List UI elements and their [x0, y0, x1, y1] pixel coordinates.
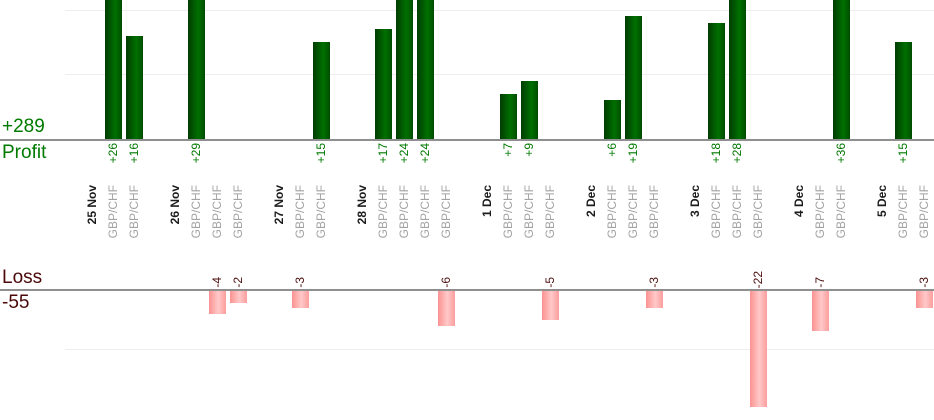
loss-bar: [542, 291, 559, 320]
instrument-label: GBP/CHF: [647, 185, 661, 239]
date-label: 1 Dec: [480, 185, 494, 218]
profit-bar: [729, 0, 746, 139]
loss-value-label: -3: [647, 277, 661, 288]
profit-bar: [105, 0, 122, 139]
loss-axis-line: [0, 289, 934, 291]
profit-bar: [604, 100, 621, 139]
loss-bars-area: [0, 291, 934, 407]
instrument-label: GBP/CHF: [626, 185, 640, 239]
profit-value-label: +7: [501, 143, 515, 157]
loss-gridline-minus10: [65, 349, 934, 350]
date-label: 25 Nov: [85, 185, 99, 225]
loss-bar: [750, 291, 767, 407]
date-label: 2 Dec: [584, 185, 598, 218]
loss-bar: [812, 291, 829, 331]
date-label: 26 Nov: [168, 185, 182, 225]
loss-value-label: -22: [751, 270, 765, 288]
instrument-label: GBP/CHF: [106, 185, 120, 239]
profit-value-label: +24: [397, 143, 411, 164]
date-label: 3 Dec: [688, 185, 702, 218]
profit-value-label: +16: [127, 143, 141, 164]
profit-bars-area: [0, 0, 934, 139]
date-label: 28 Nov: [355, 185, 369, 225]
profit-value-label: +6: [605, 143, 619, 157]
loss-value-label: -3: [293, 277, 307, 288]
profit-value-label: +15: [314, 143, 328, 164]
profit-value-label: +24: [418, 143, 432, 164]
profit-value-label: +9: [522, 143, 536, 157]
profit-axis-title: Profit: [2, 142, 47, 163]
profit-value-label: +19: [626, 143, 640, 164]
profit-bar: [833, 0, 850, 139]
loss-value-label: -6: [439, 277, 453, 288]
loss-axis-title: Loss: [2, 267, 43, 288]
date-label: 4 Dec: [792, 185, 806, 218]
profit-value-label: +15: [896, 143, 910, 164]
instrument-label: GBP/CHF: [418, 185, 432, 239]
loss-bar: [209, 291, 226, 314]
instrument-label: GBP/CHF: [127, 185, 141, 239]
loss-value-label: -2: [231, 277, 245, 288]
instrument-label: GBP/CHF: [917, 185, 931, 239]
instrument-label: GBP/CHF: [543, 185, 557, 239]
profit-value-label: +18: [709, 143, 723, 164]
loss-bar: [646, 291, 663, 308]
profit-value-label: +29: [189, 143, 203, 164]
instrument-label: GBP/CHF: [605, 185, 619, 239]
profit-bar: [895, 42, 912, 139]
instrument-label: GBP/CHF: [813, 185, 827, 239]
instrument-label: GBP/CHF: [709, 185, 723, 239]
profit-axis-line: [0, 139, 934, 141]
profit-value-label: +36: [834, 143, 848, 164]
instrument-label: GBP/CHF: [293, 185, 307, 239]
profit-value-label: +26: [106, 143, 120, 164]
instrument-label: GBP/CHF: [376, 185, 390, 239]
instrument-label: GBP/CHF: [231, 185, 245, 239]
instrument-label: GBP/CHF: [314, 185, 328, 239]
profit-bar: [396, 0, 413, 139]
instrument-label: GBP/CHF: [397, 185, 411, 239]
loss-value-label: -7: [813, 277, 827, 288]
date-label: 5 Dec: [875, 185, 889, 218]
instrument-label: GBP/CHF: [896, 185, 910, 239]
instrument-label: GBP/CHF: [834, 185, 848, 239]
profit-bar: [500, 94, 517, 139]
loss-value-label: -3: [917, 277, 931, 288]
date-label: 27 Nov: [272, 185, 286, 225]
profit-bar: [521, 81, 538, 139]
instrument-label: GBP/CHF: [522, 185, 536, 239]
profit-bar: [708, 23, 725, 139]
profit-total-label: +289: [2, 116, 45, 137]
profit-bar: [126, 36, 143, 139]
instrument-label: GBP/CHF: [210, 185, 224, 239]
profit-bar: [417, 0, 434, 139]
profit-bar: [375, 29, 392, 139]
loss-bar: [438, 291, 455, 326]
loss-bar: [230, 291, 247, 303]
loss-bar: [916, 291, 933, 308]
loss-value-label: -4: [210, 277, 224, 288]
instrument-label: GBP/CHF: [501, 185, 515, 239]
instrument-label: GBP/CHF: [751, 185, 765, 239]
instrument-label: GBP/CHF: [730, 185, 744, 239]
loss-value-label: -5: [543, 277, 557, 288]
loss-total-label: -55: [2, 292, 30, 313]
profit-gridline-plus20: [65, 10, 934, 11]
profit-bar: [313, 42, 330, 139]
profit-gridline-plus10: [65, 74, 934, 75]
profit-value-label: +17: [376, 143, 390, 164]
instrument-label: GBP/CHF: [439, 185, 453, 239]
instrument-label: GBP/CHF: [189, 185, 203, 239]
profit-value-label: +28: [730, 143, 744, 164]
profit-bar: [625, 16, 642, 139]
loss-bar: [292, 291, 309, 308]
profit-bar: [188, 0, 205, 139]
